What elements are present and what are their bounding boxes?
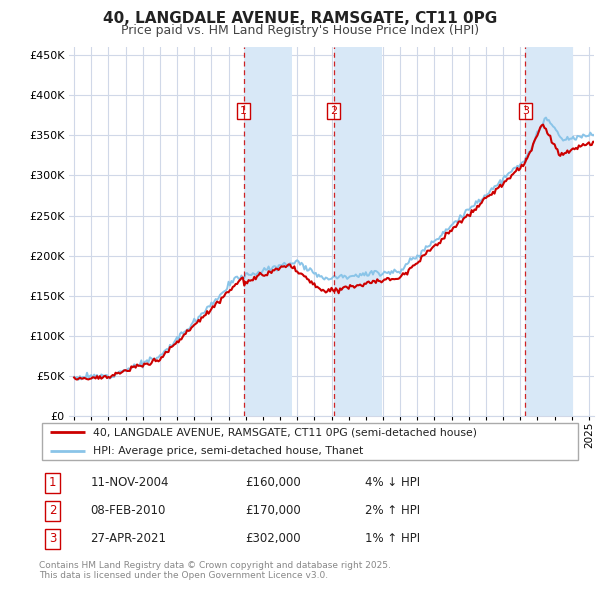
Text: 27-APR-2021: 27-APR-2021 xyxy=(91,532,167,545)
Text: 1: 1 xyxy=(49,477,56,490)
Text: 2: 2 xyxy=(330,106,337,116)
Text: 40, LANGDALE AVENUE, RAMSGATE, CT11 0PG: 40, LANGDALE AVENUE, RAMSGATE, CT11 0PG xyxy=(103,11,497,25)
Text: 2% ↑ HPI: 2% ↑ HPI xyxy=(365,504,420,517)
Text: 08-FEB-2010: 08-FEB-2010 xyxy=(91,504,166,517)
Text: 3: 3 xyxy=(522,106,529,116)
Bar xyxy=(334,47,382,416)
Bar xyxy=(244,47,292,416)
Text: £160,000: £160,000 xyxy=(245,477,301,490)
Text: 3: 3 xyxy=(49,532,56,545)
Text: 1: 1 xyxy=(240,106,247,116)
Text: Contains HM Land Registry data © Crown copyright and database right 2025.
This d: Contains HM Land Registry data © Crown c… xyxy=(39,560,391,580)
FancyBboxPatch shape xyxy=(42,423,578,460)
Text: Price paid vs. HM Land Registry's House Price Index (HPI): Price paid vs. HM Land Registry's House … xyxy=(121,24,479,37)
Text: HPI: Average price, semi-detached house, Thanet: HPI: Average price, semi-detached house,… xyxy=(94,445,364,455)
Text: £302,000: £302,000 xyxy=(245,532,301,545)
Text: £170,000: £170,000 xyxy=(245,504,301,517)
Bar xyxy=(525,47,573,416)
Text: 11-NOV-2004: 11-NOV-2004 xyxy=(91,477,169,490)
Text: 40, LANGDALE AVENUE, RAMSGATE, CT11 0PG (semi-detached house): 40, LANGDALE AVENUE, RAMSGATE, CT11 0PG … xyxy=(94,427,478,437)
Text: 4% ↓ HPI: 4% ↓ HPI xyxy=(365,477,420,490)
Text: 1% ↑ HPI: 1% ↑ HPI xyxy=(365,532,420,545)
Text: 2: 2 xyxy=(49,504,56,517)
